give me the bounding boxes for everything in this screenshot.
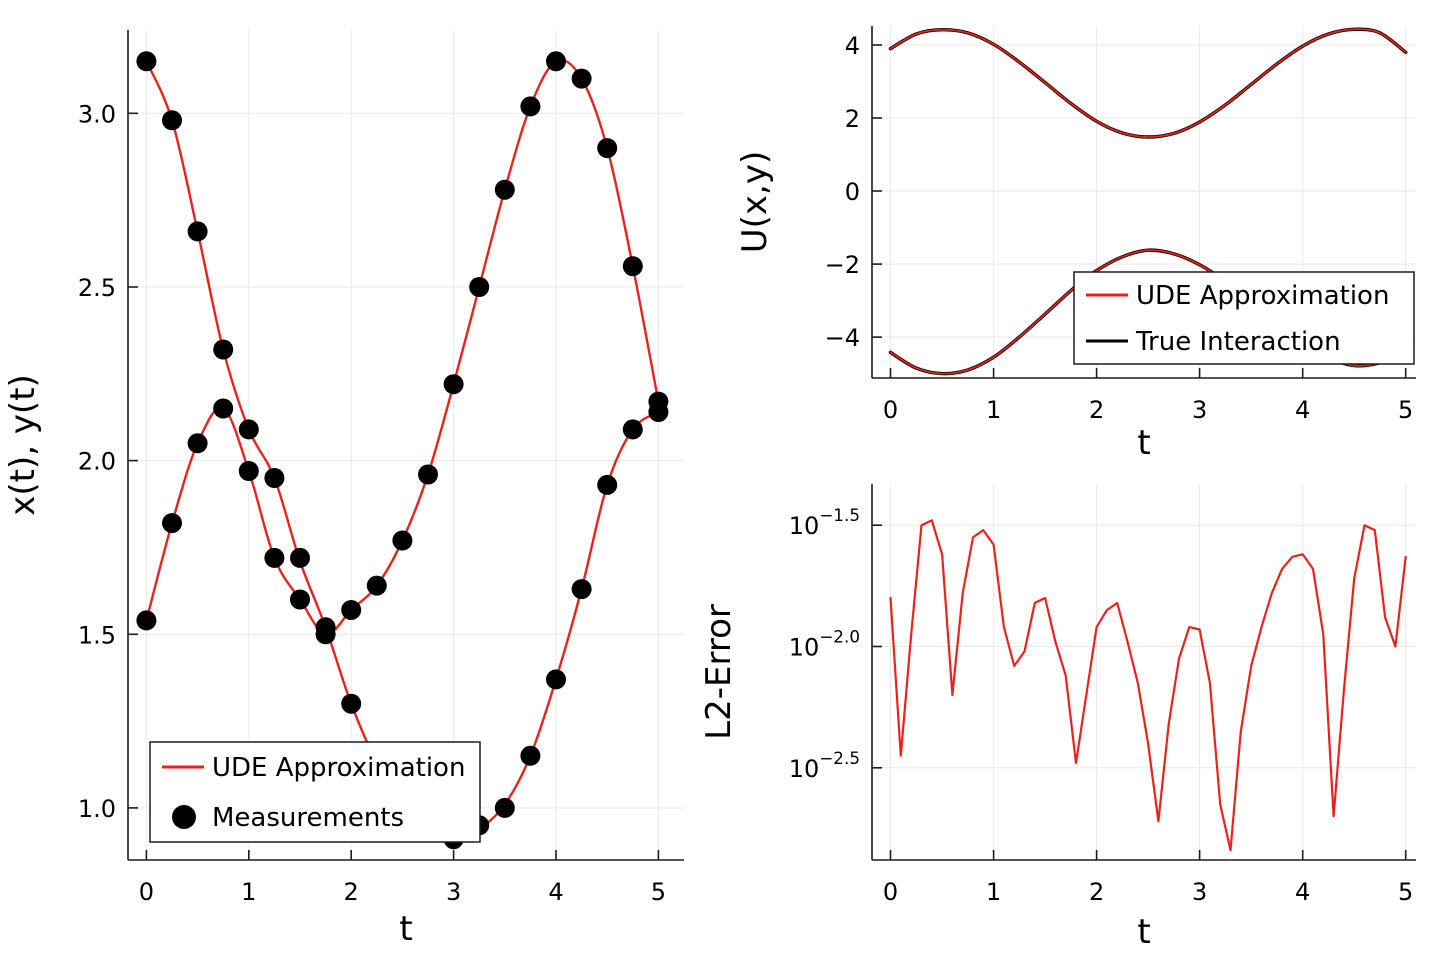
x-tick-label: 1: [986, 878, 1001, 906]
ude-approximation-line: [145, 60, 660, 841]
y-tick-label: 0: [845, 178, 860, 206]
gridlines: [128, 30, 684, 860]
legend: UDE Approximation True Interaction: [1073, 271, 1415, 365]
x-tick-label: 0: [883, 878, 898, 906]
legend-label: True Interaction: [1135, 327, 1341, 357]
y-axis-label: U(x,y): [735, 151, 775, 253]
y-axis-label: L2-Error: [700, 604, 739, 740]
x-tick-label: 3: [446, 878, 461, 906]
l2-error-chart: 0 1 2 3 4 5 10−1.5 10−2.0 10−2.5 t L2-Error: [700, 484, 1416, 952]
y-tick-label: 2.5: [78, 274, 116, 302]
legend-label: Measurements: [212, 803, 404, 833]
y-tick-label: −4: [825, 324, 860, 352]
x-tick-label: 3: [1192, 396, 1207, 424]
y-tick-label: 1.5: [78, 621, 116, 649]
axis-ticks: 0 1 2 3 4 5 1.0 1.5 2.0 2.5 3.0: [78, 100, 666, 906]
x-tick-label: 0: [139, 878, 154, 906]
legend-label: UDE Approximation: [212, 753, 465, 783]
x-tick-label: 4: [548, 878, 563, 906]
x-tick-label: 2: [1089, 878, 1104, 906]
y-tick-label: 3.0: [78, 100, 116, 128]
x-axis-label: t: [399, 909, 412, 949]
y-tick-label: 10−2.5: [789, 748, 860, 783]
measurements-points: [136, 51, 669, 850]
series-group: [136, 51, 669, 850]
x-tick-label: 1: [241, 878, 256, 906]
x-axis-label: t: [1137, 912, 1150, 952]
x-tick-label: 0: [883, 396, 898, 424]
x-tick-label: 3: [1192, 878, 1207, 906]
y-tick-label: −2: [825, 251, 860, 279]
x-tick-label: 2: [344, 878, 359, 906]
y-tick-label: 2.0: [78, 448, 116, 476]
right-panel: 0 1 2 3 4 5 −4 −2 0 2 4 t U(x,y) UDE Approximation Tru…: [700, 0, 1456, 978]
y-tick-label: 1.0: [78, 795, 116, 823]
y-tick-label: 2: [845, 105, 860, 133]
trajectories-chart: 0 1 2 3 4 5 1.0 1.5 2.0 2.5 3.0 t x(t), y(t) UDE Appr…: [3, 30, 684, 949]
y-axis-label: x(t), y(t): [3, 374, 43, 516]
y-tick-label: 10−2.0: [789, 627, 860, 662]
series-group: [889, 519, 1407, 852]
x-tick-label: 5: [1398, 396, 1413, 424]
x-tick-label: 5: [651, 878, 666, 906]
interaction-chart: 0 1 2 3 4 5 −4 −2 0 2 4 t U(x,y) UDE Approximation Tru…: [735, 26, 1416, 463]
x-tick-label: 4: [1295, 878, 1310, 906]
measurements-legend-marker: [172, 805, 196, 829]
legend: UDE Approximation Measurements: [149, 741, 481, 843]
y-tick-label: 10−1.5: [789, 505, 860, 540]
x-tick-label: 4: [1295, 396, 1310, 424]
x-tick-label: 5: [1398, 878, 1413, 906]
trajectories-panel: 0 1 2 3 4 5 1.0 1.5 2.0 2.5 3.0 t x(t), y(t) UDE Appr…: [0, 0, 700, 978]
x-tick-label: 2: [1089, 396, 1104, 424]
l2-error-line: [889, 519, 1407, 852]
x-tick-label: 1: [986, 396, 1001, 424]
y-tick-label: 4: [845, 32, 860, 60]
legend-label: UDE Approximation: [1136, 281, 1389, 311]
measurements-points: [136, 51, 669, 645]
ude-approximation-line: [889, 28, 1407, 138]
x-axis-label: t: [1137, 423, 1150, 463]
axis-ticks: 0 1 2 3 4 5 10−1.5 10−2.0 10−2.5: [789, 505, 1414, 906]
axis-ticks: 0 1 2 3 4 5 −4 −2 0 2 4: [825, 32, 1414, 424]
